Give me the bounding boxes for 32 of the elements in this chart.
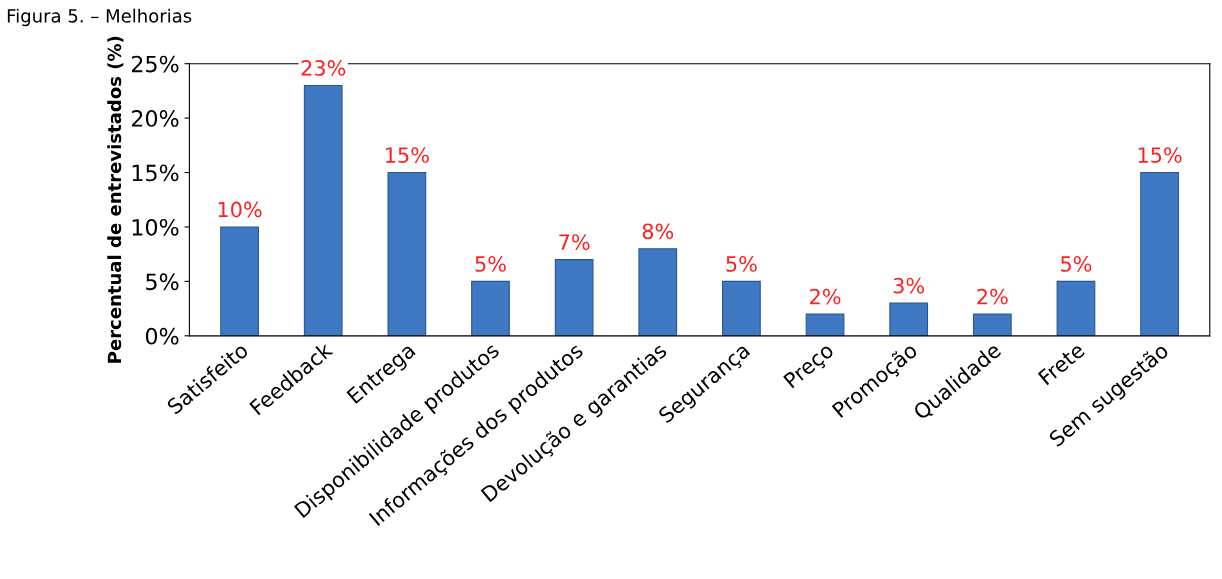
y-tick-label: 5% bbox=[146, 273, 179, 291]
bar bbox=[638, 248, 678, 336]
data-label: 7% bbox=[559, 234, 590, 251]
bar bbox=[303, 84, 343, 336]
data-label: 5% bbox=[1061, 256, 1092, 272]
bar bbox=[220, 226, 259, 336]
bar bbox=[554, 259, 594, 336]
y-axis-title: Percentual de entrevistados (%) bbox=[107, 36, 124, 363]
data-label: 2% bbox=[977, 288, 1008, 305]
bar bbox=[1056, 280, 1096, 336]
data-label: 15% bbox=[386, 147, 429, 163]
data-label: 8% bbox=[642, 223, 674, 240]
y-tick-label: 0% bbox=[145, 327, 179, 345]
data-label: 3% bbox=[893, 277, 925, 294]
bar bbox=[387, 171, 427, 336]
y-tick-label: 15% bbox=[132, 164, 179, 182]
bar bbox=[471, 280, 510, 336]
data-label: 5% bbox=[726, 256, 757, 272]
data-label: 23% bbox=[301, 60, 346, 76]
chart-title: Figura 5. – Melhorias bbox=[7, 8, 192, 27]
bar bbox=[805, 313, 845, 336]
data-label: 2% bbox=[810, 288, 841, 305]
data-label: 10% bbox=[218, 201, 262, 218]
bar bbox=[889, 302, 929, 336]
data-label: 15% bbox=[1138, 147, 1182, 163]
data-label: 5% bbox=[475, 256, 506, 272]
bar bbox=[722, 280, 761, 336]
y-tick-label: 10% bbox=[132, 218, 179, 236]
bar bbox=[972, 313, 1012, 336]
y-tick-label: 25% bbox=[131, 55, 179, 73]
bar bbox=[1140, 171, 1179, 336]
y-tick-label: 20% bbox=[131, 110, 179, 127]
